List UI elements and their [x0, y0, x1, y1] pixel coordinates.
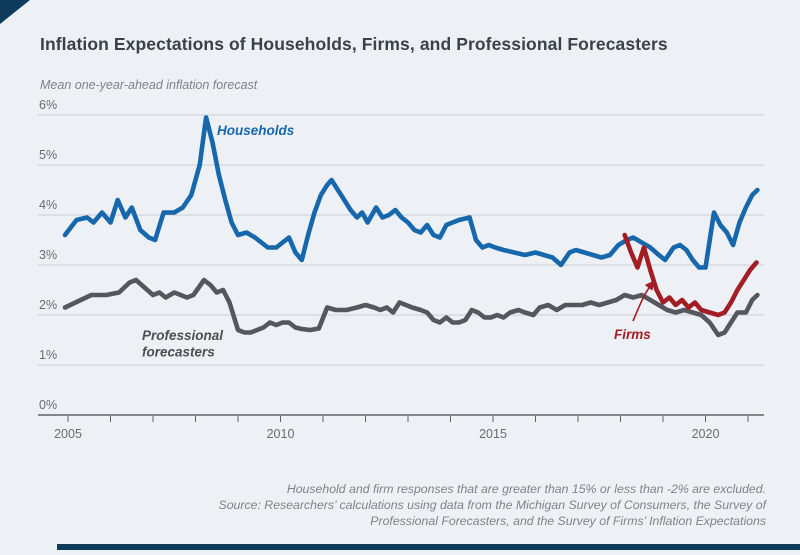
y-tick-label-4%: 4%	[39, 198, 57, 212]
y-tick-label-1%: 1%	[39, 348, 57, 362]
annotation-firms-label: Firms	[614, 327, 651, 342]
series-line-professional-forecasters	[62, 277, 760, 338]
x-tick-label-2020: 2020	[692, 427, 720, 441]
series-line-households	[62, 115, 760, 270]
x-tick-label-2005: 2005	[54, 427, 82, 441]
annotation-households-label: Households	[217, 123, 295, 138]
x-tick-label-2015: 2015	[479, 427, 507, 441]
annotation-professional-forecasters-label: Professional	[142, 328, 223, 343]
annotation-professional-forecasters-label: forecasters	[142, 345, 215, 360]
x-tick-label-2010: 2010	[267, 427, 295, 441]
y-tick-label-5%: 5%	[39, 148, 57, 162]
page-title: Inflation Expectations of Households, Fi…	[40, 33, 668, 54]
y-tick-label-2%: 2%	[39, 298, 57, 312]
footnote-line-source-1: Source: Researchers’ calculations using …	[218, 498, 766, 512]
y-tick-label-3%: 3%	[39, 248, 57, 262]
footnote: Household and firm responses that are gr…	[146, 481, 766, 529]
firms-arrow-icon	[632, 280, 655, 322]
chart-subtitle: Mean one-year-ahead inflation forecast	[40, 78, 258, 92]
y-tick-label-6%: 6%	[39, 98, 57, 112]
footnote-line-source-2: Professional Forecasters, and the Survey…	[370, 514, 766, 528]
y-tick-label-0%: 0%	[39, 398, 57, 412]
series-line-firms	[622, 232, 759, 318]
bottom-bar-brand-rule	[57, 544, 800, 550]
corner-triangle-brand-mark	[0, 0, 30, 24]
footnote-line-exclusions: Household and firm responses that are gr…	[286, 482, 766, 496]
